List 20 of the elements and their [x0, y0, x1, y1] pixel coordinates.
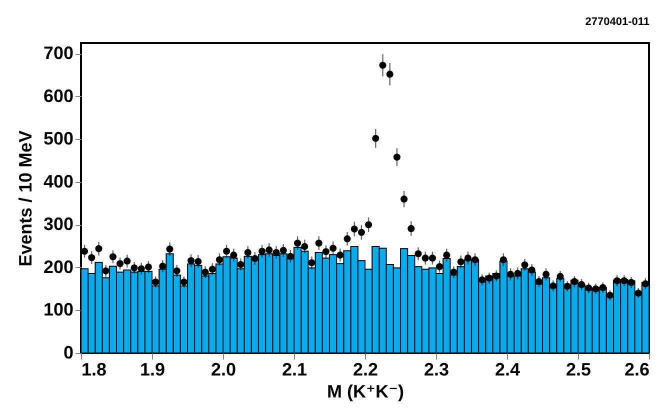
- y-tick-label: 100: [43, 300, 74, 320]
- y-tick-label: 500: [43, 128, 74, 149]
- x-tick-label: 2.2: [352, 360, 378, 380]
- x-tick-label: 1.9: [140, 360, 166, 380]
- x-tick-label: 1.8: [82, 360, 107, 380]
- x-tick-label: 2.5: [566, 360, 592, 380]
- y-axis-title: Events / 10 MeV: [15, 130, 36, 267]
- x-tick-label: 2.4: [494, 360, 520, 380]
- y-tick-label: 600: [43, 86, 74, 106]
- x-axis-title: M (K⁺K⁻): [327, 382, 404, 402]
- x-tick-label: 2.3: [424, 360, 450, 380]
- y-tick-label: 200: [43, 256, 74, 277]
- y-tick-label: 0: [63, 342, 74, 362]
- y-tick-label: 400: [43, 171, 74, 192]
- y-tick-label: 300: [43, 214, 74, 234]
- x-tick-label: 2.1: [282, 360, 308, 380]
- y-tick-label: 700: [43, 43, 74, 64]
- text: 2770401-011: [585, 16, 650, 28]
- x-tick-label: 2.6: [624, 360, 650, 380]
- x-tick-label: 2.0: [210, 360, 236, 380]
